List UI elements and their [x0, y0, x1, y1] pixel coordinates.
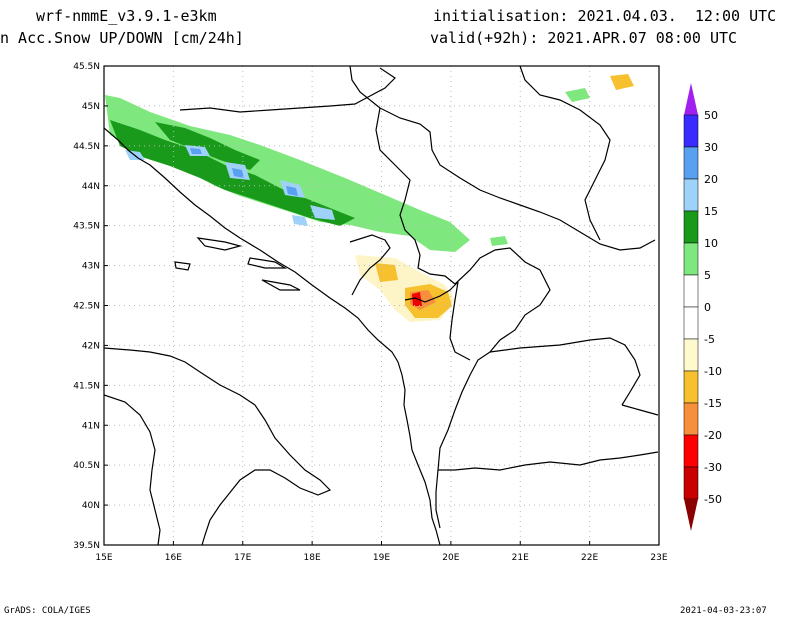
- colorbar-label: 0: [704, 301, 711, 314]
- footer-source: GrADS: COLA/IGES: [4, 606, 91, 616]
- lat-tick-label: 45.5N: [73, 62, 100, 72]
- lon-tick-label: 23E: [650, 553, 667, 563]
- lat-tick-label: 42N: [82, 341, 100, 351]
- colorbar-top-arrow: [684, 83, 698, 115]
- colorbar-swatch: [683, 274, 699, 308]
- colorbar-label: -20: [704, 429, 722, 442]
- colorbar-swatch: [683, 210, 699, 244]
- lat-tick-label: 43N: [82, 262, 100, 272]
- lat-tick-label: 45N: [82, 102, 100, 112]
- lon-tick-label: 21E: [512, 553, 529, 563]
- valid-time: valid(+92h): 2021.APR.07 08:00 UTC: [430, 29, 738, 47]
- colorbar-label: 10: [704, 237, 718, 250]
- snow-down-10: [610, 74, 634, 90]
- lat-tick-label: 39.5N: [73, 541, 100, 551]
- lon-tick-label: 19E: [373, 553, 390, 563]
- colorbar-label: -15: [704, 397, 722, 410]
- initialisation-time: initialisation: 2021.04.03. 12:00 UTC: [433, 7, 777, 25]
- lat-tick-label: 40.5N: [73, 461, 100, 471]
- colorbar-swatch: [683, 370, 699, 404]
- lat-tick-label: 41N: [82, 421, 100, 431]
- axes: 15E 16E 17E 18E 19E 20E 21E 22E 23E 45.5N 45N 44.5N…: [73, 62, 668, 563]
- colorbar-label: 5: [704, 269, 711, 282]
- colorbar-label: -10: [704, 365, 722, 378]
- colorbar-swatch: [683, 242, 699, 276]
- snow-down-10: [375, 263, 398, 282]
- colorbar-label: 50: [704, 109, 718, 122]
- colorbar-label: 20: [704, 173, 718, 186]
- colorbar-swatch: [683, 146, 699, 180]
- colorbar-label: 30: [704, 141, 718, 154]
- lon-tick-label: 17E: [234, 553, 251, 563]
- lat-tick-label: 42.5N: [73, 302, 100, 312]
- lon-tick-label: 16E: [165, 553, 182, 563]
- colorbar-label: -30: [704, 461, 722, 474]
- lon-tick-label: 18E: [304, 553, 321, 563]
- footer-timestamp: 2021-04-03-23:07: [680, 606, 767, 616]
- colorbar-swatch: [683, 434, 699, 468]
- colorbar-label: -50: [704, 493, 722, 506]
- colorbar-swatch: [683, 466, 699, 500]
- colorbar-bottom-arrow: [684, 499, 698, 531]
- model-title: wrf-nmmE_v3.9.1-e3km: [36, 7, 217, 25]
- lon-tick-label: 22E: [581, 553, 598, 563]
- lon-tick-label: 15E: [95, 553, 112, 563]
- lat-tick-label: 41.5N: [73, 381, 100, 391]
- coastlines-borders: [104, 66, 659, 545]
- field-title: n Acc.Snow UP/DOWN [cm/24h]: [0, 29, 244, 47]
- lon-tick-label: 20E: [442, 553, 459, 563]
- snow-up-5: [490, 236, 508, 246]
- snow-up-20: [286, 186, 298, 196]
- lat-tick-label: 43.5N: [73, 222, 100, 232]
- colorbar-swatch: [683, 306, 699, 340]
- snow-up-15: [310, 205, 335, 220]
- snow-up-20: [190, 148, 202, 154]
- colorbar-swatch: [683, 338, 699, 372]
- snow-up-20: [232, 168, 244, 178]
- colorbar-swatch: [683, 402, 699, 436]
- lat-tick-label: 44N: [82, 182, 100, 192]
- colorbar-swatch: [683, 178, 699, 212]
- lat-tick-label: 44.5N: [73, 142, 100, 152]
- snow-up-5: [565, 88, 590, 102]
- lat-tick-label: 40N: [82, 501, 100, 511]
- colorbar-label: -5: [704, 333, 715, 346]
- colorbar-label: 15: [704, 205, 718, 218]
- snow-up-15: [292, 215, 308, 226]
- snow-up-10: [155, 122, 260, 170]
- colorbar-swatch: [683, 114, 699, 148]
- snow-field: [105, 74, 634, 322]
